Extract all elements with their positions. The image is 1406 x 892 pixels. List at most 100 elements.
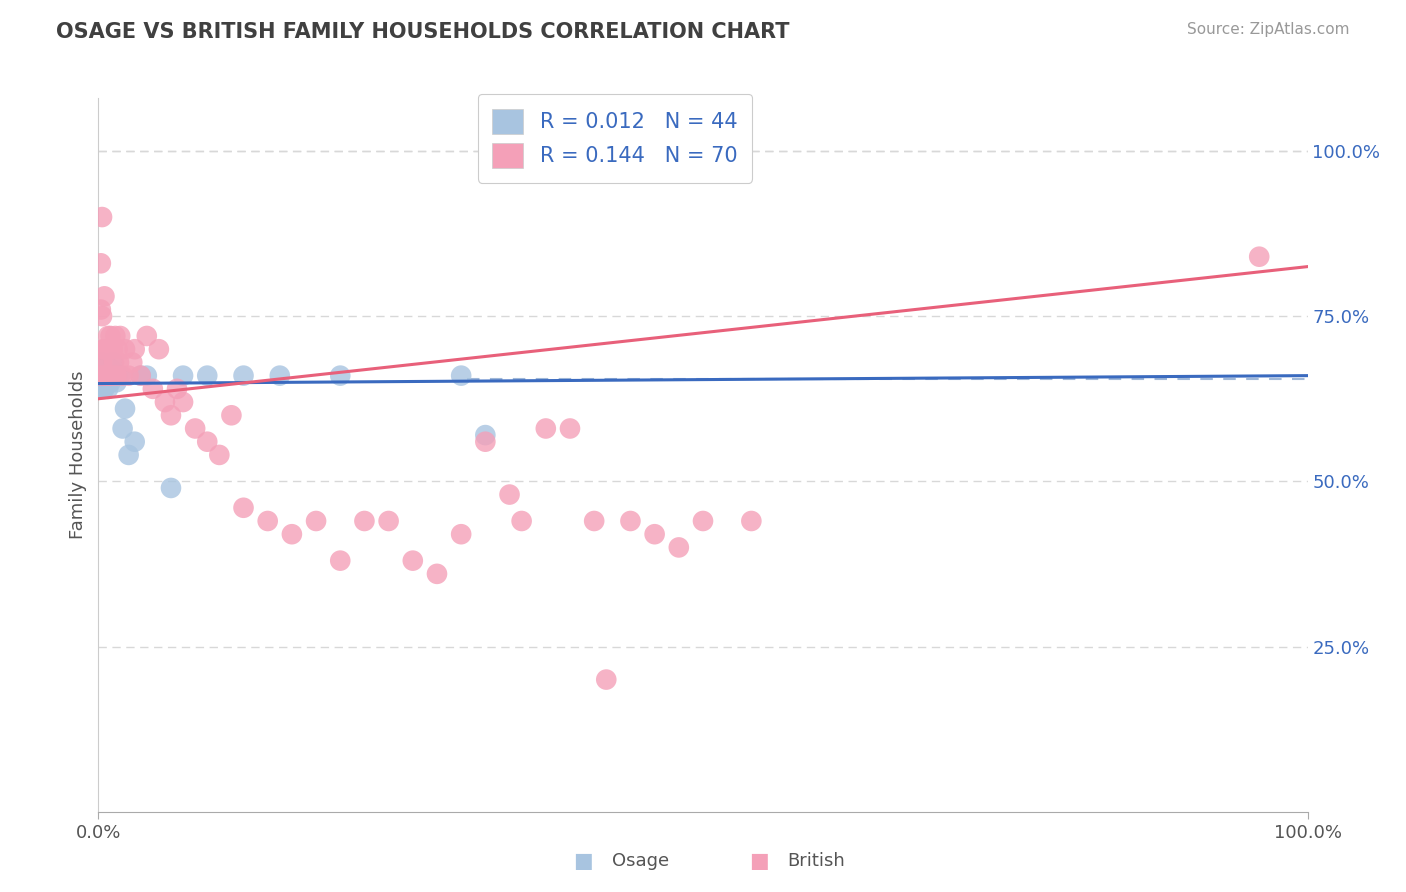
Point xyxy=(89,368,111,383)
Point xyxy=(96,376,118,390)
Point xyxy=(91,368,114,383)
Point xyxy=(558,421,581,435)
Point xyxy=(135,329,157,343)
Point xyxy=(100,342,122,356)
Point xyxy=(96,362,118,376)
Point xyxy=(172,368,194,383)
Point xyxy=(91,382,114,396)
Point xyxy=(94,376,117,390)
Point xyxy=(91,309,114,323)
Point xyxy=(98,368,121,383)
Point xyxy=(124,342,146,356)
Point xyxy=(450,368,472,383)
Point xyxy=(90,382,112,396)
Point xyxy=(90,302,112,317)
Point xyxy=(101,355,124,369)
Point xyxy=(232,500,254,515)
Point xyxy=(91,362,114,376)
Point xyxy=(107,368,129,383)
Point xyxy=(93,289,115,303)
Point xyxy=(668,541,690,555)
Point xyxy=(108,355,131,369)
Point xyxy=(93,362,115,376)
Point xyxy=(329,368,352,383)
Point xyxy=(426,566,449,581)
Point xyxy=(583,514,606,528)
Point xyxy=(90,355,112,369)
Point xyxy=(329,554,352,568)
Point xyxy=(91,342,114,356)
Point xyxy=(111,421,134,435)
Point xyxy=(100,376,122,390)
Text: OSAGE VS BRITISH FAMILY HOUSEHOLDS CORRELATION CHART: OSAGE VS BRITISH FAMILY HOUSEHOLDS CORRE… xyxy=(56,22,790,42)
Text: Source: ZipAtlas.com: Source: ZipAtlas.com xyxy=(1187,22,1350,37)
Point xyxy=(93,368,115,383)
Point xyxy=(97,368,120,383)
Point xyxy=(94,342,117,356)
Point xyxy=(153,395,176,409)
Point xyxy=(619,514,641,528)
Point xyxy=(91,376,114,390)
Point xyxy=(114,401,136,416)
Point xyxy=(94,368,117,383)
Point xyxy=(103,368,125,383)
Point xyxy=(160,409,183,423)
Point xyxy=(121,355,143,369)
Point xyxy=(96,368,118,383)
Point xyxy=(510,514,533,528)
Point xyxy=(94,368,117,383)
Point xyxy=(98,368,121,383)
Point xyxy=(644,527,666,541)
Legend: R = 0.012   N = 44, R = 0.144   N = 70: R = 0.012 N = 44, R = 0.144 N = 70 xyxy=(478,95,752,183)
Point xyxy=(105,376,128,390)
Point xyxy=(692,514,714,528)
Point xyxy=(142,382,165,396)
Point xyxy=(89,368,111,383)
Point xyxy=(498,487,520,501)
Point xyxy=(108,329,131,343)
Point xyxy=(97,362,120,376)
Point xyxy=(269,368,291,383)
Point xyxy=(148,342,170,356)
Point xyxy=(103,355,125,369)
Text: ■: ■ xyxy=(574,851,593,871)
Point xyxy=(195,368,218,383)
Point xyxy=(93,342,115,356)
Text: Osage: Osage xyxy=(612,852,669,870)
Point xyxy=(111,368,134,383)
Point xyxy=(96,342,118,356)
Text: British: British xyxy=(787,852,845,870)
Point xyxy=(118,368,141,383)
Point xyxy=(135,368,157,383)
Point xyxy=(129,368,152,383)
Point xyxy=(91,368,114,383)
Point xyxy=(118,448,141,462)
Point xyxy=(221,409,243,423)
Point xyxy=(450,527,472,541)
Point xyxy=(208,448,231,462)
Point xyxy=(100,362,122,376)
Point xyxy=(353,514,375,528)
Point xyxy=(305,514,328,528)
Point xyxy=(91,210,114,224)
Point xyxy=(108,368,131,383)
Point xyxy=(96,368,118,383)
Point xyxy=(89,355,111,369)
Point xyxy=(98,342,121,356)
Point xyxy=(90,256,112,270)
Point xyxy=(97,376,120,390)
Point xyxy=(100,368,122,383)
Point xyxy=(534,421,557,435)
Point xyxy=(97,329,120,343)
Point xyxy=(91,362,114,376)
Point xyxy=(91,355,114,369)
Point xyxy=(129,368,152,383)
Point xyxy=(93,376,115,390)
Point xyxy=(105,368,128,383)
Point xyxy=(93,368,115,383)
Point xyxy=(91,382,114,396)
Point xyxy=(100,368,122,383)
Point xyxy=(740,514,762,528)
Point xyxy=(166,382,188,396)
Point xyxy=(101,342,124,356)
